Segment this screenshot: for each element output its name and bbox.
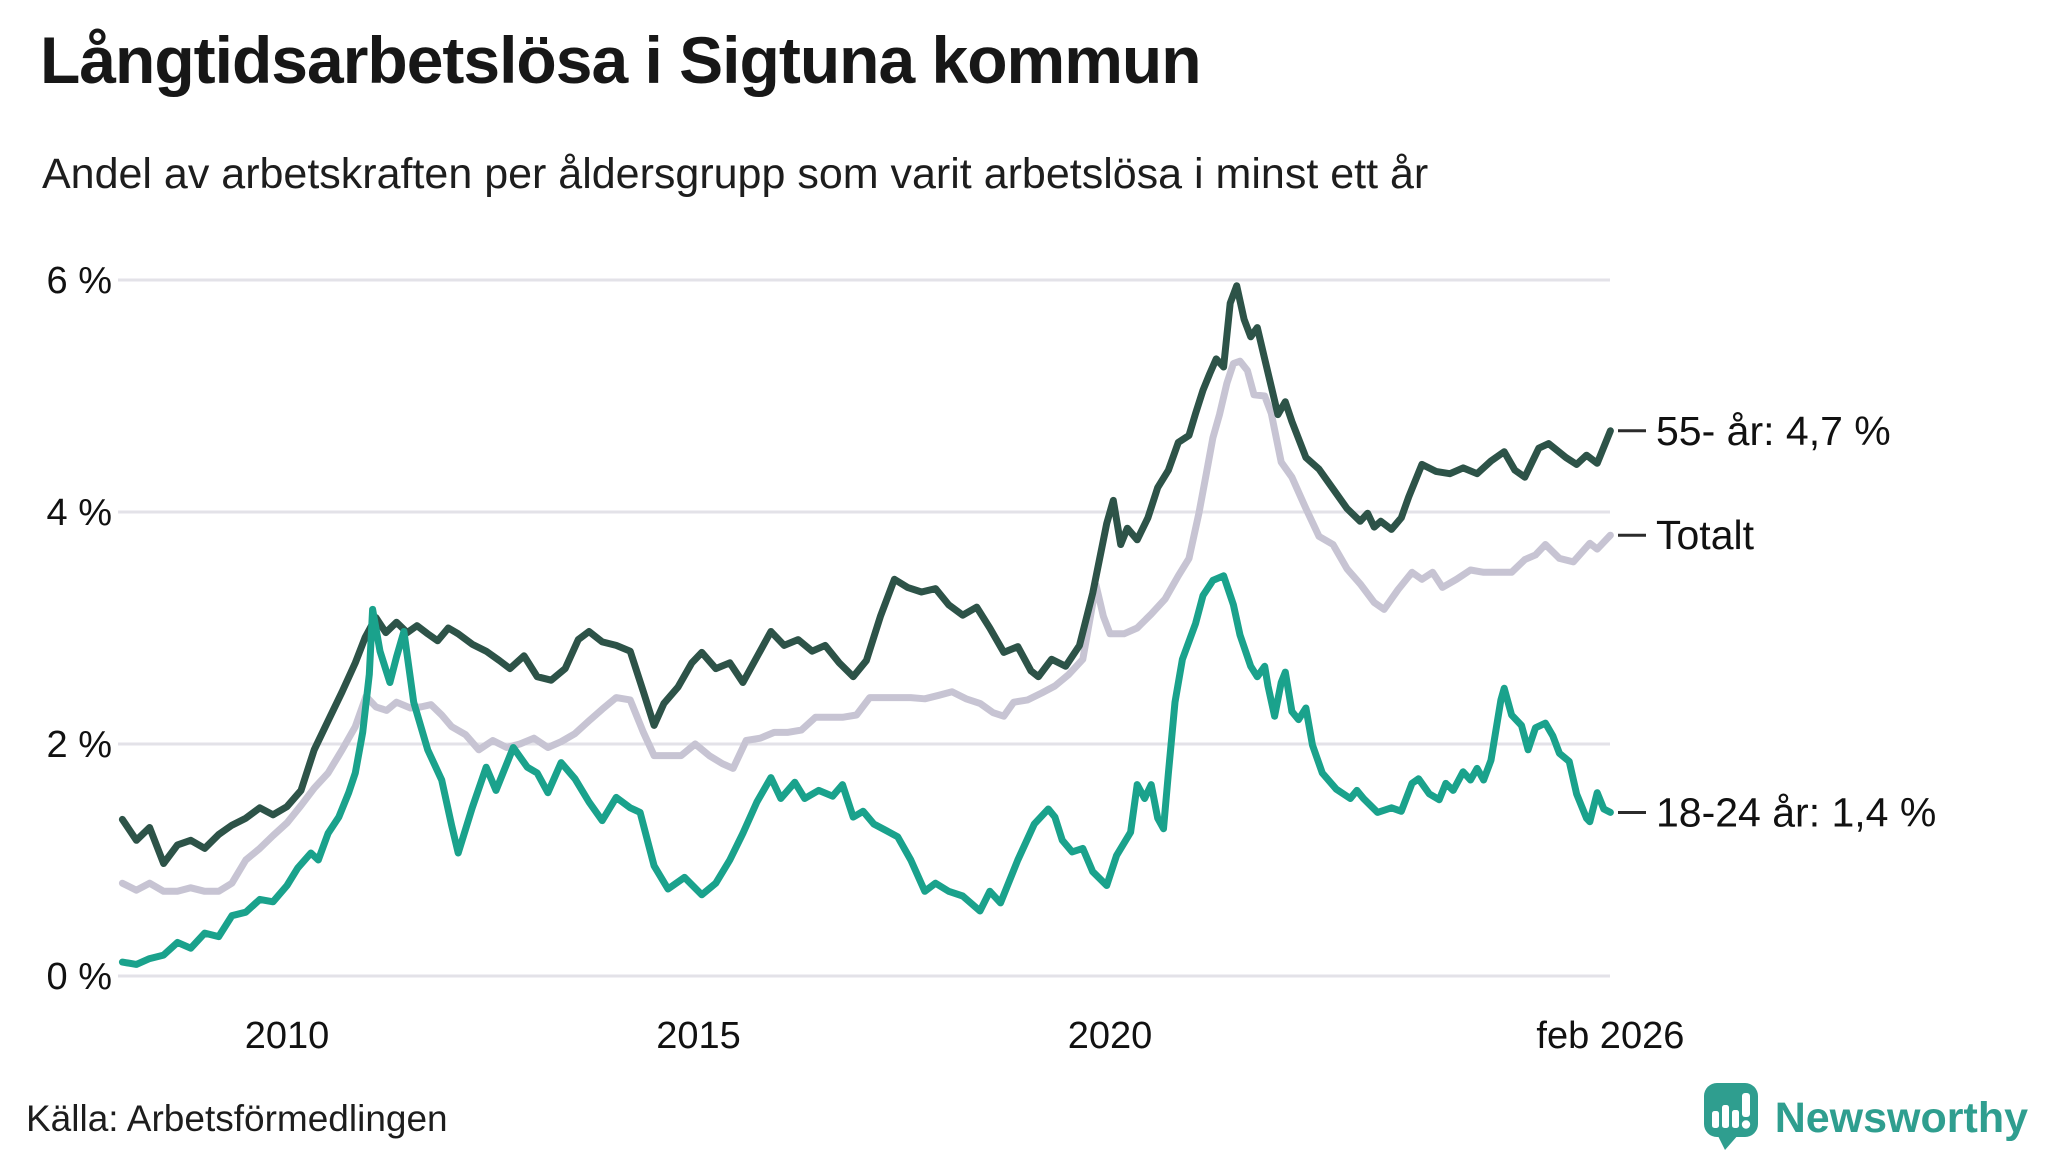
y-tick-label-4: 4 % <box>47 492 112 534</box>
series-end-label-2: 18-24 år: 1,4 % <box>1656 789 1936 835</box>
x-tick-label-feb-2026: feb 2026 <box>1536 1015 1684 1057</box>
series-end-label-0: Totalt <box>1656 512 1755 558</box>
series-line-1-55--år <box>118 282 1614 867</box>
newsworthy-logo: Newsworthy <box>1703 1082 2028 1152</box>
series-line-2-18-24-år <box>118 572 1614 968</box>
page-title: Långtidsarbetslösa i Sigtuna kommun <box>40 23 1202 97</box>
y-tick-label-0: 0 % <box>47 956 112 998</box>
x-tick-label-2020: 2020 <box>1068 1015 1153 1057</box>
y-tick-label-2: 2 % <box>47 724 112 766</box>
logo-text: Newsworthy <box>1774 1094 2028 1142</box>
bar-chart-speech-bubble-icon <box>1703 1082 1761 1152</box>
source-note: Källa: Arbetsförmedlingen <box>26 1098 448 1139</box>
series-end-label-1: 55- år: 4,7 % <box>1656 408 1891 454</box>
y-tick-label-6: 6 % <box>47 260 112 302</box>
page-subtitle: Andel av arbetskraften per åldersgrupp s… <box>42 150 1429 198</box>
series-line-0-Totalt <box>118 357 1614 895</box>
x-tick-label-2015: 2015 <box>656 1015 741 1057</box>
x-tick-label-2010: 2010 <box>245 1015 330 1057</box>
